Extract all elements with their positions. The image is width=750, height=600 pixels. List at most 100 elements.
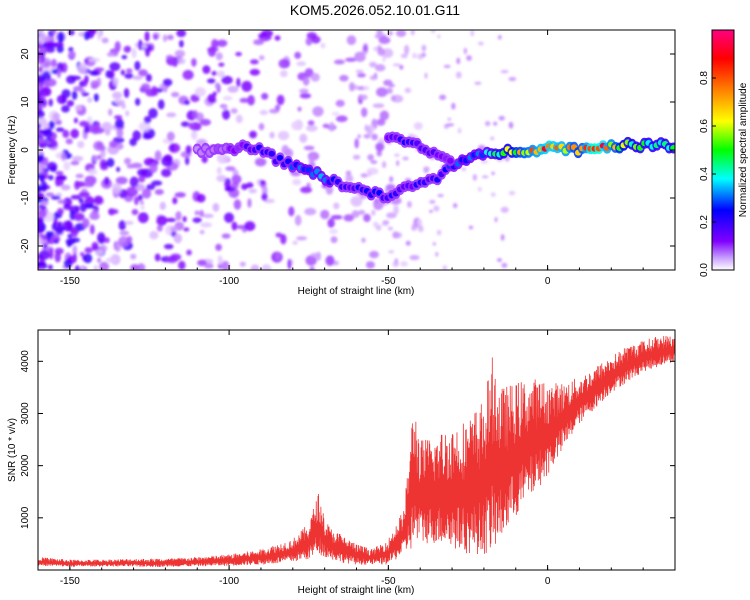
spectrogram-noise-blob (89, 224, 95, 235)
ridge-mark (670, 144, 675, 151)
spectrogram-noise-blob (392, 261, 400, 268)
spectrogram-noise-blob (327, 218, 335, 228)
spectrogram-noise-blob (388, 30, 393, 36)
spectrogram-noise-blob (328, 121, 335, 132)
spectrogram-noise-blob (373, 197, 379, 204)
spectrogram-noise-blob (202, 213, 214, 218)
spectrogram-noise-blob (292, 178, 302, 186)
spectrogram-noise-blob (363, 50, 367, 57)
spectrogram-noise-blob (157, 99, 165, 110)
spectrogram-noise-blob (116, 127, 124, 139)
spectrogram-noise-blob (223, 212, 235, 223)
spectrogram-noise-blob (162, 34, 168, 42)
spectrogram-noise-blob (429, 199, 436, 204)
spectrogram-noise-blob (154, 253, 161, 262)
snr-y-tick-label: 3000 (20, 402, 31, 425)
spectrogram-noise-blob (170, 253, 182, 261)
spectrogram-noise-blob (400, 53, 408, 59)
spectrogram-noise-blob (38, 236, 42, 246)
spectrogram-noise-blob (78, 197, 84, 204)
spectrogram-x-ticks: -150 -100 -50 0 (37, 30, 676, 287)
spectrogram-noise-blob (56, 94, 67, 105)
spectrogram-noise-blob (134, 60, 141, 71)
spectrogram-noise-blob (312, 106, 324, 117)
spectrogram-noise-blob (75, 173, 84, 179)
spectrogram-noise-blob (112, 91, 123, 100)
spectrogram-noise-blob (88, 57, 101, 63)
spectrogram-noise-blob (396, 160, 400, 167)
spectrogram-noise-blob (94, 127, 105, 134)
spectrogram-noise-blob (50, 195, 61, 200)
spectrogram-noise-blob (121, 104, 126, 109)
spectrogram-noise-blob (54, 225, 66, 232)
spectrogram-noise-blob (174, 192, 186, 198)
spectrogram-noise-blob (148, 108, 158, 119)
spectrogram-noise-blob (481, 175, 489, 179)
spectrogram-noise-blob (477, 41, 484, 46)
spectrogram-noise-blob (196, 193, 206, 203)
spectrogram-noise-blob (216, 174, 227, 182)
spectrogram-noise-blob (477, 186, 482, 192)
spectrogram-noise-blob (244, 221, 256, 232)
spectrogram-noise-blob (52, 112, 61, 122)
spectrogram-noise-blob (239, 97, 249, 103)
spectrogram-noise-blob (72, 245, 78, 255)
spectrogram-ylabel: Frequency (Hz) (7, 116, 18, 185)
spectrogram-noise-blob (371, 209, 376, 216)
spectrogram-noise-blob (119, 230, 130, 236)
spectrogram-noise-blob (63, 197, 73, 207)
colorbar-tick-label: 0.4 (699, 167, 710, 181)
spectrogram-noise-blob (457, 127, 462, 134)
spectrogram-noise-blob (221, 260, 230, 270)
spectrogram-noise-blob (372, 103, 385, 109)
spectrogram-noise-blob (345, 174, 354, 183)
spectrogram-noise-blob (106, 52, 116, 57)
spectrogram-noise-blob (435, 252, 439, 257)
spectrogram-noise-blob (138, 175, 146, 183)
spectrogram-noise-blob (500, 206, 509, 213)
spectrogram-noise-blob (221, 233, 231, 239)
spectrogram-noise-blob (432, 242, 436, 246)
snr-x-ticks: -150 -100 -50 0 (37, 330, 676, 587)
spectrogram-noise-blob (497, 35, 502, 40)
spectrogram-noise-blob (124, 73, 134, 79)
spectrogram-noise-blob (125, 110, 130, 117)
spectrogram-noise-blob (423, 166, 430, 172)
spectrogram-noise-blob (109, 62, 121, 71)
spectrogram-noise-blob (38, 66, 43, 73)
spectrogram-noise-blob (412, 52, 417, 59)
spectrogram-noise-blob (331, 111, 340, 116)
spectrogram-noise-blob (73, 117, 78, 124)
spectrogram-noise-blob (296, 236, 308, 241)
spectrogram-noise-blob (305, 255, 317, 266)
spectrogram-noise-blob (77, 140, 85, 149)
spectrogram-noise-blob (194, 87, 206, 97)
spectrogram-noise-blob (291, 121, 301, 131)
spectrogram-noise-blob (112, 182, 122, 194)
spectrogram-noise-blob (287, 258, 292, 270)
spectrogram-noise-blob (115, 118, 124, 130)
snr-x-tick-label: -150 (60, 576, 80, 587)
spectrogram-noise-blob (83, 30, 90, 41)
spectrogram-noise-blob (374, 122, 378, 129)
spectrogram-noise-blob (38, 156, 45, 161)
spectrogram-noise-blob (117, 236, 129, 247)
spectrogram-noise-blob (83, 182, 95, 188)
spectrogram-noise-blob (55, 170, 64, 176)
spectrogram-noise-blob (359, 94, 368, 101)
spectrogram-noise-blob (123, 87, 130, 99)
spectrogram-x-tick-label: -100 (219, 276, 239, 287)
spectrogram-noise-blob (480, 159, 489, 164)
spectrogram-noise-blob (246, 182, 254, 189)
spectrogram-noise-blob (350, 196, 363, 207)
spectrogram-noise-blob (192, 217, 202, 223)
spectrogram-noise-blob (38, 123, 41, 128)
spectrogram-noise-blob (55, 127, 65, 132)
spectrogram-noise-blob (232, 169, 239, 176)
spectrogram-noise-blob (490, 136, 495, 141)
spectrogram-noise-blob (376, 118, 386, 126)
spectrogram-noise-blob (221, 75, 233, 85)
spectrogram-noise-blob (207, 46, 217, 57)
spectrogram-noise-blob (50, 139, 58, 148)
snr-x-tick-label: 0 (545, 576, 551, 587)
